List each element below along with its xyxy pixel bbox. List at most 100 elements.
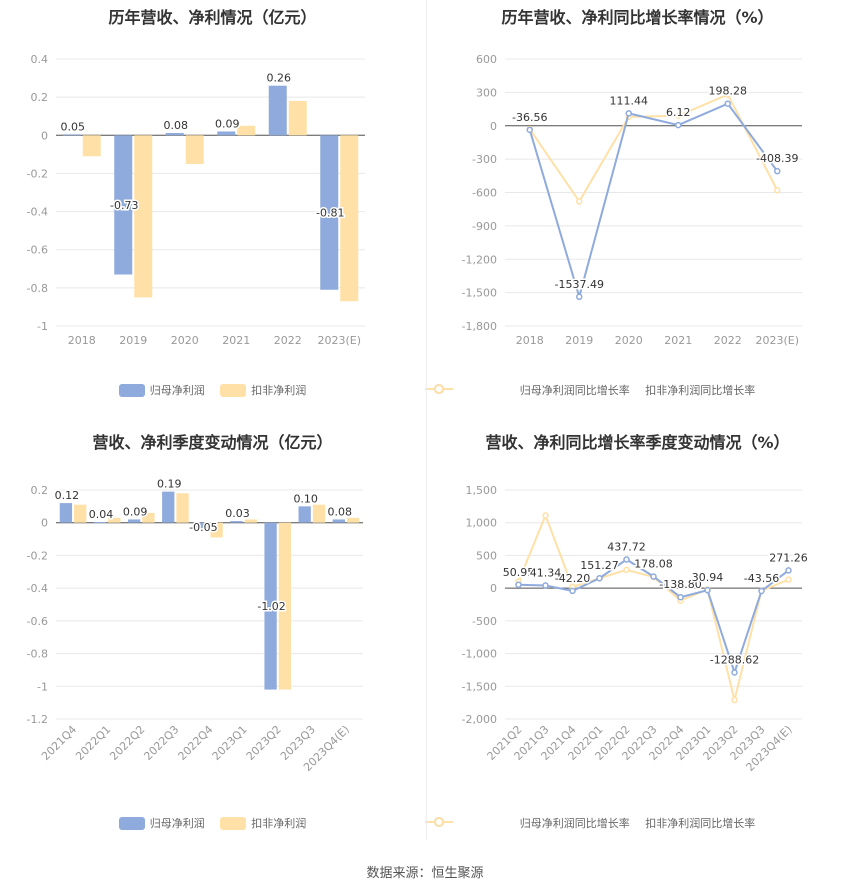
point-parent-growth (542, 582, 549, 589)
data-label: 30.94 (692, 571, 724, 584)
y-tick-label: 0.2 (31, 484, 49, 497)
legend-swatch (118, 816, 145, 830)
point-parent-growth (774, 167, 781, 175)
point-deducted-growth (623, 566, 630, 574)
y-tick-label: -1 (37, 320, 48, 333)
data-label: 0.05 (61, 120, 86, 133)
legend-item-deducted-growth[interactable]: 扣非净利润同比增长率 (425, 815, 756, 831)
y-tick-label: -1.2 (27, 713, 48, 726)
x-tick-label: 2020 (171, 334, 199, 347)
data-label: 437.72 (607, 541, 646, 554)
x-tick-label: 2022Q4 (176, 723, 216, 763)
point-parent-growth (650, 573, 657, 580)
bar-parent-net-profit (332, 519, 345, 523)
point-deducted-growth (542, 512, 549, 519)
bar-deducted-net-profit (346, 517, 360, 523)
data-label: 41.34 (530, 566, 562, 579)
legend-label: 扣非净利润 (251, 817, 307, 830)
y-tick-label: -0.6 (27, 244, 48, 257)
y-tick-label: -1,500 (462, 287, 497, 300)
y-tick-label: -1,200 (462, 253, 497, 266)
legend: 归母净利润同比增长率 扣非净利润同比增长率 (425, 815, 850, 831)
data-label: -1288.62 (710, 653, 759, 666)
y-tick-label: 600 (476, 53, 497, 66)
x-tick-label: 2023(E) (317, 334, 361, 347)
point-deducted-growth (724, 91, 731, 98)
y-tick-label: 300 (476, 86, 497, 99)
data-label: 0.19 (157, 478, 182, 491)
bar-deducted-net-profit (176, 493, 189, 523)
bar-parent-net-profit (127, 519, 141, 523)
data-label: -0.73 (110, 199, 138, 212)
chart-title: 历年营收、净利情况（亿元） (108, 8, 317, 27)
panel-divider (426, 0, 427, 840)
point-parent-growth (704, 586, 711, 594)
legend-item-deducted-net-profit[interactable]: 扣非净利润 (220, 815, 306, 831)
chart-title: 历年营收、净利同比增长率情况（%） (501, 8, 774, 27)
point-parent-growth (596, 574, 603, 582)
legend-label: 扣非净利润同比增长率 (645, 817, 756, 830)
chart-title: 营收、净利季度变动情况（亿元） (92, 433, 333, 452)
x-tick-label: 2023(E) (755, 334, 799, 347)
legend-item-parent-net-profit[interactable]: 归母净利润 (118, 382, 205, 398)
point-deducted-growth (576, 198, 583, 205)
y-tick-label: -0.4 (27, 206, 48, 219)
bar-deducted-net-profit (82, 135, 101, 157)
data-label: 0.09 (215, 117, 240, 130)
legend-item-deducted-growth[interactable]: 扣非净利润同比增长率 (425, 382, 756, 398)
data-label: -1.02 (257, 600, 285, 613)
point-deducted-growth (774, 187, 781, 194)
legend-label: 归母净利润 (149, 384, 205, 397)
data-label: 0.09 (123, 505, 148, 518)
legend-label: 归母净利润同比增长率 (519, 384, 630, 397)
y-tick-label: -1,800 (462, 320, 497, 333)
data-label: -408.39 (756, 152, 798, 165)
bar-parent-net-profit (217, 131, 236, 136)
quarterly-growth-line-chart: 1,5001,0005000-500-1,000-1,500-2,0002021… (462, 484, 810, 774)
bar-parent-net-profit (230, 521, 243, 523)
data-label: 178.08 (634, 557, 673, 570)
point-parent-growth (731, 669, 738, 676)
legend-item-parent-growth[interactable]: 归母净利润同比增长率 (425, 382, 630, 398)
legend-label: 归母净利润 (149, 817, 205, 830)
bar-deducted-net-profit (210, 522, 223, 538)
bar-parent-net-profit (162, 491, 175, 523)
data-source: 数据来源：恒生聚源 (366, 866, 484, 881)
annual-growth-line-chart: 600 300 0 -300 -600 -900 -1,200 -1,500 -1,800 201… (462, 53, 802, 347)
legend: 归母净利润同比增长率 扣非净利润同比增长率 (425, 382, 850, 398)
data-label: 271.26 (769, 551, 808, 564)
y-tick-label: -0.2 (27, 167, 48, 180)
y-tick-label: -1,000 (462, 648, 497, 661)
legend-swatch (220, 383, 247, 397)
data-label: 0.12 (55, 489, 80, 502)
legend-label: 归母净利润同比增长率 (519, 817, 630, 830)
point-parent-growth (515, 581, 522, 589)
data-label: -0.81 (316, 207, 344, 220)
bar-parent-net-profit (62, 134, 81, 136)
legend-swatch (425, 384, 453, 394)
legend-label: 扣非净利润同比增长率 (645, 384, 756, 397)
legend-swatch (118, 383, 145, 397)
y-tick-label: -0.8 (27, 282, 48, 295)
series-line-deducted-growth (517, 512, 789, 701)
point-parent-growth (625, 110, 632, 117)
x-tick-label: 2022Q3 (141, 723, 181, 763)
data-label: 50.95 (503, 566, 535, 579)
quarterly-profit-bar-chart: 0.20-0.2-0.4-0.6-0.8-1-1.22021Q42022Q120… (27, 476, 363, 774)
bar-deducted-net-profit (237, 125, 256, 136)
x-tick-label: 2020 (615, 334, 643, 347)
x-tick-label: 2022Q1 (73, 723, 113, 763)
data-label: -43.56 (744, 572, 779, 585)
data-label: 0.04 (89, 508, 114, 521)
bar-deducted-net-profit (185, 135, 204, 164)
data-label: 6.12 (666, 106, 691, 119)
bar-parent-net-profit (165, 132, 184, 136)
legend-item-deducted-net-profit[interactable]: 扣非净利润 (220, 382, 306, 398)
y-tick-label: 0 (41, 517, 48, 530)
point-parent-growth (623, 556, 630, 563)
legend-item-parent-growth[interactable]: 归母净利润同比增长率 (425, 815, 630, 831)
y-tick-label: -0.6 (27, 615, 48, 628)
annual-profit-bar-chart: 0.4 0.2 0 -0.2 -0.4 -0.6 -0.8 -1 2018 2019 2020 202… (27, 53, 365, 347)
legend-item-parent-net-profit[interactable]: 归母净利润 (118, 815, 205, 831)
series-line-deducted-growth (528, 93, 779, 204)
